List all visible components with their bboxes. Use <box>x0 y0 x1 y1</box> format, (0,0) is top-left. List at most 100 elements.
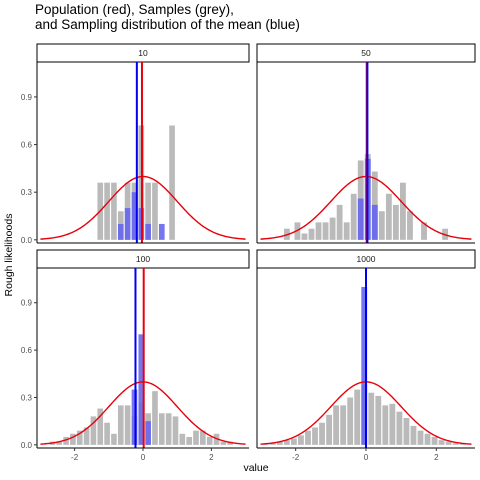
facet-strip-label: 1000 <box>357 254 376 264</box>
sample-bar <box>172 416 179 445</box>
facet-strip-label: 10 <box>138 48 148 58</box>
sample-bar <box>407 211 413 240</box>
sample-bar <box>206 436 213 445</box>
sample-bar <box>186 436 192 445</box>
mean-bar <box>357 198 364 240</box>
y-tick-label: 0.9 <box>21 299 33 308</box>
sample-bar <box>385 193 392 240</box>
sample-bar <box>329 217 336 240</box>
chart-title-line-1: Population (red), Samples (grey), <box>35 2 234 17</box>
sample-bar <box>308 228 315 240</box>
sample-bar <box>354 389 361 445</box>
x-tick-label: 0 <box>141 453 146 462</box>
sample-bar <box>392 204 399 240</box>
sample-bar <box>269 443 276 445</box>
sample-bar <box>452 443 459 445</box>
mean-bar <box>124 208 131 240</box>
y-tick-label: 0.3 <box>21 188 33 197</box>
sample-bar <box>340 405 347 445</box>
x-tick-label: -2 <box>292 453 300 462</box>
facet-panel-50: 50 <box>256 43 476 244</box>
sample-bar <box>400 182 406 240</box>
sample-bar <box>276 441 283 445</box>
x-tick-label: 2 <box>434 453 439 462</box>
facet-strip <box>36 43 250 63</box>
sample-bar <box>193 430 199 445</box>
sample-bar <box>291 438 297 445</box>
sample-bar <box>305 430 311 445</box>
population-curve <box>40 175 246 240</box>
sample-bar <box>220 441 227 445</box>
sample-bar <box>301 233 308 240</box>
sample-bar <box>333 405 340 445</box>
mean-bar <box>117 223 124 240</box>
sample-bar <box>104 422 110 445</box>
y-tick-label: 0.3 <box>21 393 33 402</box>
sample-bar <box>347 397 354 445</box>
sample-bar <box>410 425 417 445</box>
sample-bar <box>445 441 452 445</box>
sample-bar <box>322 222 329 240</box>
sample-bar <box>158 413 165 445</box>
sample-bar <box>76 430 83 445</box>
facet-strip-label: 100 <box>136 254 150 264</box>
mean-bar <box>371 204 378 240</box>
sample-bar <box>104 182 110 240</box>
sample-bar <box>152 391 158 445</box>
sample-bar <box>56 441 63 445</box>
sample-bar <box>417 430 424 445</box>
mean-bar <box>145 421 151 445</box>
sample-bar <box>424 433 431 445</box>
mean-bar <box>138 334 145 445</box>
facet-panel-100: 100 0.0 0.3 0.6 0.9 -2 0 2 <box>21 249 250 462</box>
sample-bar <box>145 182 151 240</box>
y-tick-label: 0.0 <box>21 441 33 450</box>
y-tick-label: 0.0 <box>21 236 33 245</box>
sample-bar <box>403 418 410 445</box>
x-tick-label: 2 <box>209 453 214 462</box>
sample-bar <box>343 222 350 240</box>
sample-bar <box>165 413 172 445</box>
sample-bar <box>83 427 90 445</box>
facet-panel-1000: 1000 -2 0 2 <box>256 249 476 462</box>
sample-bar <box>152 182 158 240</box>
mean-bar <box>158 223 165 240</box>
sample-bar <box>124 405 131 445</box>
sample-bar <box>315 222 322 240</box>
y-tick-label: 0.9 <box>21 93 33 102</box>
mean-bar <box>131 192 138 240</box>
x-tick-label: -2 <box>71 453 79 462</box>
sample-bar <box>421 222 427 240</box>
facet-strip-label: 50 <box>361 48 371 58</box>
x-tick-label: 0 <box>364 453 369 462</box>
sample-bar <box>382 405 389 445</box>
sample-bar <box>378 211 385 240</box>
sample-bar <box>438 440 445 445</box>
sample-bar <box>375 395 382 445</box>
mean-bar <box>145 223 151 240</box>
sample-bar <box>298 435 304 445</box>
sample-bar <box>283 440 290 445</box>
sample-bar <box>90 416 97 445</box>
sample-bar <box>326 414 332 445</box>
y-tick-label: 0.6 <box>21 346 33 355</box>
y-axis-title: Rough likelihoods <box>3 214 15 297</box>
facet-panels: 10 0.0 0.3 0.6 0.9 50 100 0.0 0.3 0.6 0.9 -2 0 2 1000 -… <box>21 43 476 462</box>
mean-bar <box>131 389 138 445</box>
sample-bar <box>319 422 325 445</box>
sample-bar <box>350 193 357 240</box>
sample-bar <box>227 441 234 445</box>
sample-bar <box>368 392 375 445</box>
sample-bar <box>312 427 318 445</box>
sample-bar <box>111 433 117 445</box>
x-axis-title: value <box>243 462 268 474</box>
sample-bar <box>169 125 175 240</box>
sample-bar <box>389 403 396 445</box>
sample-bar <box>63 436 69 445</box>
y-tick-label: 0.6 <box>21 141 33 150</box>
sample-bar <box>97 408 104 445</box>
facet-panel-10: 10 0.0 0.3 0.6 0.9 <box>21 43 250 245</box>
sample-bar <box>117 405 124 445</box>
